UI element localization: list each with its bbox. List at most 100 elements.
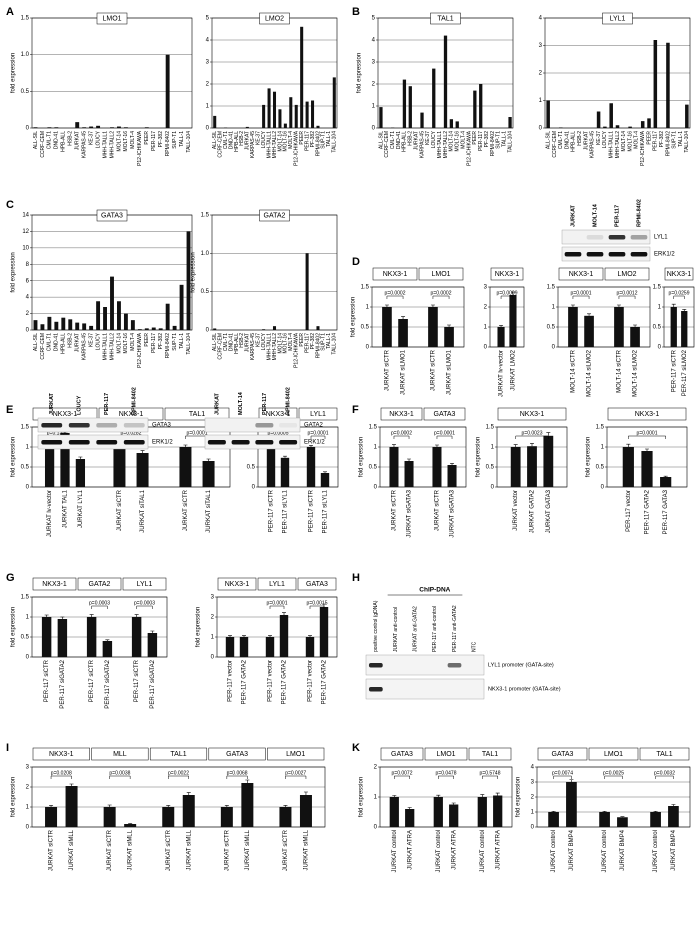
group-header: NKX3-1 xyxy=(119,411,144,418)
x-tick-label: JURKAT siCTR xyxy=(431,349,437,391)
x-tick-label: JURKAT control xyxy=(602,830,608,872)
panel-label: K xyxy=(352,742,360,754)
bracket xyxy=(500,295,514,299)
x-tick-label: MOLT-16 xyxy=(455,131,461,152)
gel-band xyxy=(368,663,383,668)
bracket xyxy=(269,605,285,609)
x-tick-label: PF-382 xyxy=(158,131,164,148)
group-header: TAL1 xyxy=(189,411,205,418)
group-header: GATA2 xyxy=(89,581,111,588)
bracket xyxy=(393,435,410,439)
blot-band xyxy=(123,423,145,428)
bar xyxy=(389,797,399,827)
bar xyxy=(110,127,114,128)
x-tick-label: MOLT-4 xyxy=(634,131,640,149)
x-tick-label: JURKAT BMP4 xyxy=(620,829,626,870)
bar xyxy=(280,457,290,487)
y-tick-label: 1 xyxy=(206,104,210,110)
group-header-box xyxy=(468,747,512,761)
x-tick-label: JURKAT vector xyxy=(513,490,519,531)
x-tick-label: PER-117 siCTR xyxy=(134,659,140,702)
y-tick-label: 1.0 xyxy=(201,251,210,257)
y-tick-label: 0.5 xyxy=(21,635,30,641)
chart-title: LMO1 xyxy=(102,15,121,22)
bracket xyxy=(482,775,498,779)
x-tick-label: MOLT-16 xyxy=(123,131,129,152)
bracket xyxy=(386,295,404,299)
y-axis-label: fold expression xyxy=(196,607,202,647)
x-tick-label: SUP-T1 xyxy=(321,131,327,149)
bar xyxy=(220,807,233,827)
bar xyxy=(615,125,620,128)
group-header: GATA3 xyxy=(552,751,574,758)
error-bar xyxy=(166,805,171,807)
x-tick-label: JURKAT xyxy=(75,333,81,352)
blot-band xyxy=(630,235,648,240)
y-tick-label: 1.5 xyxy=(201,213,210,219)
error-bar xyxy=(309,445,313,447)
x-tick-label: ALL-SIL xyxy=(33,333,39,351)
x-tick-label: PER-117 vector xyxy=(268,660,274,702)
bar xyxy=(398,319,408,347)
x-tick-label: TALL-104 xyxy=(186,131,192,153)
plot-frame xyxy=(663,286,695,348)
bar xyxy=(278,109,282,128)
lane-label: NTC xyxy=(471,641,477,652)
y-tick-label: 0 xyxy=(26,485,30,491)
x-tick-label: SUP-T1 xyxy=(172,131,178,149)
blot-band xyxy=(123,440,145,445)
bar xyxy=(405,809,415,827)
bar xyxy=(75,459,86,487)
y-tick-label: 12 xyxy=(22,229,29,235)
y-tick-label: 0 xyxy=(491,485,495,491)
group-header: NKX3-1 xyxy=(49,751,74,758)
plot-frame xyxy=(536,766,691,828)
x-tick-label: MOLT-14 siCTR xyxy=(617,349,623,393)
x-tick-label: KARPAS-45 xyxy=(82,131,88,158)
group-header: TAL1 xyxy=(170,751,186,758)
y-tick-label: 0 xyxy=(658,345,662,351)
blot-band xyxy=(279,423,298,428)
blot-band xyxy=(586,235,604,240)
bar xyxy=(617,817,628,827)
x-tick-label: MOLT-4 xyxy=(130,333,136,351)
bar xyxy=(666,42,670,128)
x-tick-label: PEER xyxy=(144,131,150,145)
bar xyxy=(96,301,101,330)
x-tick-label: RPMI-8402 xyxy=(490,131,496,157)
x-tick-label: JURKAT siLMO1 xyxy=(447,349,453,395)
x-tick-label: MHH-TALL2 xyxy=(109,131,115,159)
bar xyxy=(41,617,52,657)
x-tick-label: CCRF-CEM xyxy=(217,333,223,360)
error-bar xyxy=(671,303,676,307)
bar xyxy=(311,100,315,128)
bar xyxy=(179,284,184,330)
lane-label: MOLT-14 xyxy=(592,203,598,227)
bar xyxy=(510,447,521,487)
x-tick-label: KARPAS-45 xyxy=(82,333,88,360)
blot-band xyxy=(68,440,90,445)
bracket xyxy=(226,775,248,779)
plot-frame xyxy=(216,596,338,658)
x-tick-label: JURKAT siMLL xyxy=(186,829,192,870)
error-bar xyxy=(384,304,389,307)
group-header-box xyxy=(217,577,257,591)
group-header-box xyxy=(418,267,464,281)
bar xyxy=(641,451,653,487)
x-tick-label: PER-117 GATA2 xyxy=(322,659,328,704)
x-tick-label: LOUCY xyxy=(261,130,267,148)
bar xyxy=(86,617,97,657)
bar xyxy=(408,86,412,128)
x-tick-label: TALL-104 xyxy=(186,333,192,355)
x-tick-label: PER-117 vector xyxy=(626,490,632,532)
blot-strip xyxy=(37,434,149,450)
x-tick-label: P12-ICHIKAWA xyxy=(466,130,472,166)
bar xyxy=(305,101,309,128)
bar xyxy=(640,121,645,128)
group-header-box xyxy=(380,407,423,421)
bar xyxy=(497,327,505,347)
x-tick-label: PER-117 siLYL1 xyxy=(323,489,329,533)
x-tick-label: DND-41 xyxy=(54,333,60,351)
x-tick-label: MHH-TALL1 xyxy=(266,131,272,159)
x-tick-label: JURKAT siTAL1 xyxy=(140,489,146,532)
